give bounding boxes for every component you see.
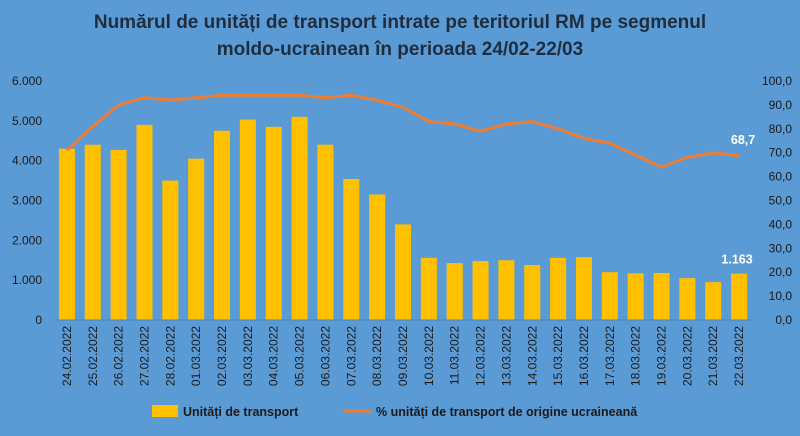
- right-tick-label: 70,0: [769, 146, 793, 160]
- right-tick-label: 100,0: [762, 74, 792, 88]
- bar: [265, 126, 282, 320]
- x-tick-label: 01.03.2022: [189, 326, 203, 386]
- legend-label-bars: Unități de transport: [183, 405, 299, 419]
- right-tick-label: 90,0: [769, 98, 793, 112]
- right-tick-label: 60,0: [769, 170, 793, 184]
- left-tick-label: 5.000: [12, 114, 42, 128]
- bar-series: [54, 116, 752, 321]
- bar: [472, 261, 489, 320]
- x-tick-label: 20.03.2022: [680, 326, 694, 386]
- left-tick-label: 3.000: [12, 194, 42, 208]
- x-tick-label: 03.03.2022: [241, 326, 255, 386]
- x-tick-label: 05.03.2022: [293, 326, 307, 386]
- bar: [291, 116, 308, 320]
- chart-title-line-2: moldo-ucrainean în perioada 24/02-22/03: [217, 39, 583, 60]
- right-tick-label: 10,0: [769, 289, 793, 303]
- x-tick-label: 19.03.2022: [655, 326, 669, 386]
- left-axis: 0 1.000 2.000 3.000 4.000 5.000 6.000: [12, 74, 42, 327]
- x-tick-label: 12.03.2022: [474, 326, 488, 386]
- bar: [601, 272, 618, 320]
- left-tick-label: 4.000: [12, 154, 42, 168]
- chart-title-line-1: Numărul de unități de transport intrate …: [94, 12, 706, 33]
- legend-swatch-bars: [152, 405, 178, 417]
- x-tick-label: 26.02.2022: [112, 326, 126, 386]
- left-tick-label: 6.000: [12, 74, 42, 88]
- x-tick-label: 13.03.2022: [499, 326, 513, 386]
- bar: [162, 180, 179, 320]
- right-tick-label: 50,0: [769, 194, 793, 208]
- bar: [188, 158, 205, 320]
- bar: [420, 257, 437, 320]
- x-tick-label: 09.03.2022: [396, 326, 410, 386]
- x-tick-label: 07.03.2022: [344, 326, 358, 386]
- x-tick-label: 17.03.2022: [603, 326, 617, 386]
- left-tick-label: 1.000: [12, 273, 42, 287]
- left-tick-label: 0: [35, 313, 42, 327]
- bar: [679, 278, 696, 320]
- x-axis: 24.02.2022 25.02.2022 26.02.2022 27.02.2022…: [60, 326, 746, 386]
- bar: [498, 260, 515, 320]
- x-tick-label: 11.03.2022: [448, 326, 462, 385]
- bar: [627, 273, 644, 320]
- right-tick-label: 20,0: [769, 265, 793, 279]
- bar: [731, 273, 748, 320]
- bar: [58, 148, 75, 320]
- legend-label-line: % unități de transport de origine ucrain…: [376, 405, 638, 419]
- right-tick-label: 30,0: [769, 241, 793, 255]
- x-tick-label: 15.03.2022: [551, 326, 565, 386]
- x-tick-label: 28.02.2022: [163, 326, 177, 386]
- line-series: [65, 93, 740, 169]
- x-tick-label: 14.03.2022: [525, 326, 539, 386]
- x-tick-label: 02.03.2022: [215, 326, 229, 386]
- data-label-last-bar: 1.163: [721, 253, 752, 267]
- x-tick-label: 21.03.2022: [706, 326, 720, 386]
- bar: [653, 272, 670, 320]
- bar: [84, 144, 101, 320]
- bar: [214, 130, 231, 320]
- bar: [317, 144, 334, 320]
- bar: [239, 119, 256, 320]
- x-tick-label: 06.03.2022: [318, 326, 332, 386]
- bar: [524, 265, 541, 320]
- series-line: [65, 93, 740, 169]
- right-tick-label: 40,0: [769, 217, 793, 231]
- data-label-last-line: 68,7: [731, 133, 755, 147]
- bar: [369, 194, 386, 320]
- bar: [343, 178, 360, 320]
- bar: [394, 224, 412, 320]
- legend: Unități de transport % unități de transp…: [152, 405, 638, 419]
- x-tick-label: 10.03.2022: [422, 326, 436, 386]
- x-tick-label: 08.03.2022: [370, 326, 384, 386]
- right-axis: 0,0 10,0 20,0 30,0 40,0 50,0 60,0 70,0 80,0 90,0 1…: [762, 74, 792, 327]
- x-tick-label: 04.03.2022: [267, 326, 281, 386]
- x-tick-label: 18.03.2022: [629, 326, 643, 386]
- bar: [446, 263, 463, 320]
- x-tick-label: 24.02.2022: [60, 326, 74, 386]
- data-labels: 1.163 68,7: [721, 133, 755, 267]
- bar: [136, 124, 153, 320]
- x-tick-label: 16.03.2022: [577, 326, 591, 386]
- right-tick-label: 80,0: [769, 122, 793, 136]
- bar: [705, 282, 722, 320]
- x-tick-label: 22.03.2022: [732, 326, 746, 386]
- bar: [550, 257, 567, 320]
- left-tick-label: 2.000: [12, 233, 42, 247]
- bar: [575, 257, 592, 320]
- x-tick-label: 25.02.2022: [86, 326, 100, 386]
- bar: [110, 149, 127, 320]
- x-tick-label: 27.02.2022: [137, 326, 151, 386]
- right-tick-label: 0,0: [775, 313, 792, 327]
